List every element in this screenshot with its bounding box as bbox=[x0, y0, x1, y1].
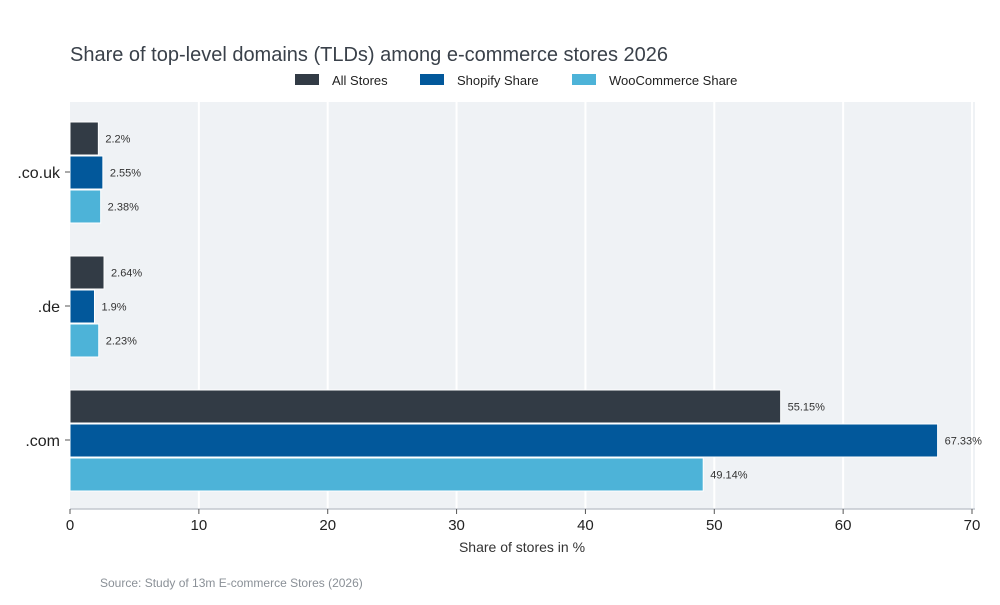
legend-swatch bbox=[295, 74, 319, 85]
legend: All Stores Shopify Share WooCommerce Share bbox=[295, 73, 737, 88]
y-category-label: .co.uk bbox=[17, 165, 61, 182]
source-note: Source: Study of 13m E-commerce Stores (… bbox=[100, 576, 363, 590]
legend-swatch bbox=[572, 74, 596, 85]
bar bbox=[69, 457, 704, 492]
x-tick-label: 20 bbox=[319, 517, 336, 534]
x-tick-label: 70 bbox=[964, 517, 981, 534]
x-tick-label: 50 bbox=[706, 517, 723, 534]
x-tick-label: 30 bbox=[448, 517, 465, 534]
bar-data-label: 2.55% bbox=[110, 168, 141, 180]
bar bbox=[69, 189, 102, 224]
bar-data-label: 1.9% bbox=[101, 302, 126, 314]
bar bbox=[69, 121, 99, 156]
bar bbox=[69, 323, 100, 358]
bar bbox=[69, 155, 104, 190]
bar-data-label: 2.2% bbox=[105, 134, 130, 146]
x-tick-label: 60 bbox=[835, 517, 852, 534]
legend-swatch bbox=[420, 74, 444, 85]
bar-data-label: 55.15% bbox=[788, 402, 826, 414]
bar bbox=[69, 423, 939, 458]
bar-data-label: 2.38% bbox=[108, 202, 139, 214]
bars: 2.2% 2.55% 2.38% 2.64% 1.9% 2.23% 55.15% 67.33%… bbox=[69, 121, 983, 492]
x-tick-label: 10 bbox=[191, 517, 208, 534]
bar-data-label: 49.14% bbox=[710, 470, 748, 482]
bar-data-label: 67.33% bbox=[945, 436, 983, 448]
x-axis-ticks: 0 10 20 30 40 50 60 70 bbox=[66, 509, 981, 534]
x-axis-label: Share of stores in % bbox=[459, 539, 585, 555]
y-axis-categories: .co.uk .de .com bbox=[17, 165, 70, 450]
legend-label: WooCommerce Share bbox=[609, 73, 737, 88]
x-tick-label: 0 bbox=[66, 517, 74, 534]
legend-label: All Stores bbox=[332, 73, 388, 88]
bar bbox=[69, 389, 782, 424]
y-category-label: .com bbox=[25, 433, 60, 450]
legend-label: Shopify Share bbox=[457, 73, 539, 88]
chart-title: Share of top-level domains (TLDs) among … bbox=[70, 44, 668, 66]
x-tick-label: 40 bbox=[577, 517, 594, 534]
bar-data-label: 2.23% bbox=[106, 336, 137, 348]
bar bbox=[69, 289, 95, 324]
y-category-label: .de bbox=[38, 299, 60, 316]
bar bbox=[69, 255, 105, 290]
bar-data-label: 2.64% bbox=[111, 268, 142, 280]
